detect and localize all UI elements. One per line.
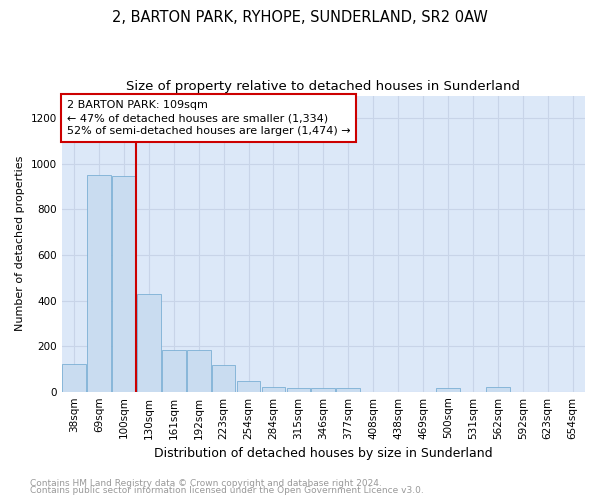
Title: Size of property relative to detached houses in Sunderland: Size of property relative to detached ho… xyxy=(127,80,520,93)
Bar xyxy=(137,294,161,392)
Bar xyxy=(262,387,286,392)
Bar xyxy=(311,388,335,392)
Bar xyxy=(162,350,185,392)
Bar xyxy=(112,176,136,392)
Bar xyxy=(486,387,509,392)
Bar xyxy=(212,366,235,392)
Bar xyxy=(337,388,360,392)
Bar xyxy=(237,382,260,392)
Bar xyxy=(287,388,310,392)
Text: Contains public sector information licensed under the Open Government Licence v3: Contains public sector information licen… xyxy=(30,486,424,495)
Text: Contains HM Land Registry data © Crown copyright and database right 2024.: Contains HM Land Registry data © Crown c… xyxy=(30,478,382,488)
Bar xyxy=(436,388,460,392)
Bar xyxy=(62,364,86,392)
Text: 2 BARTON PARK: 109sqm
← 47% of detached houses are smaller (1,334)
52% of semi-d: 2 BARTON PARK: 109sqm ← 47% of detached … xyxy=(67,100,350,136)
Bar xyxy=(187,350,211,392)
X-axis label: Distribution of detached houses by size in Sunderland: Distribution of detached houses by size … xyxy=(154,447,493,460)
Y-axis label: Number of detached properties: Number of detached properties xyxy=(15,156,25,332)
Bar xyxy=(87,176,111,392)
Text: 2, BARTON PARK, RYHOPE, SUNDERLAND, SR2 0AW: 2, BARTON PARK, RYHOPE, SUNDERLAND, SR2 … xyxy=(112,10,488,25)
